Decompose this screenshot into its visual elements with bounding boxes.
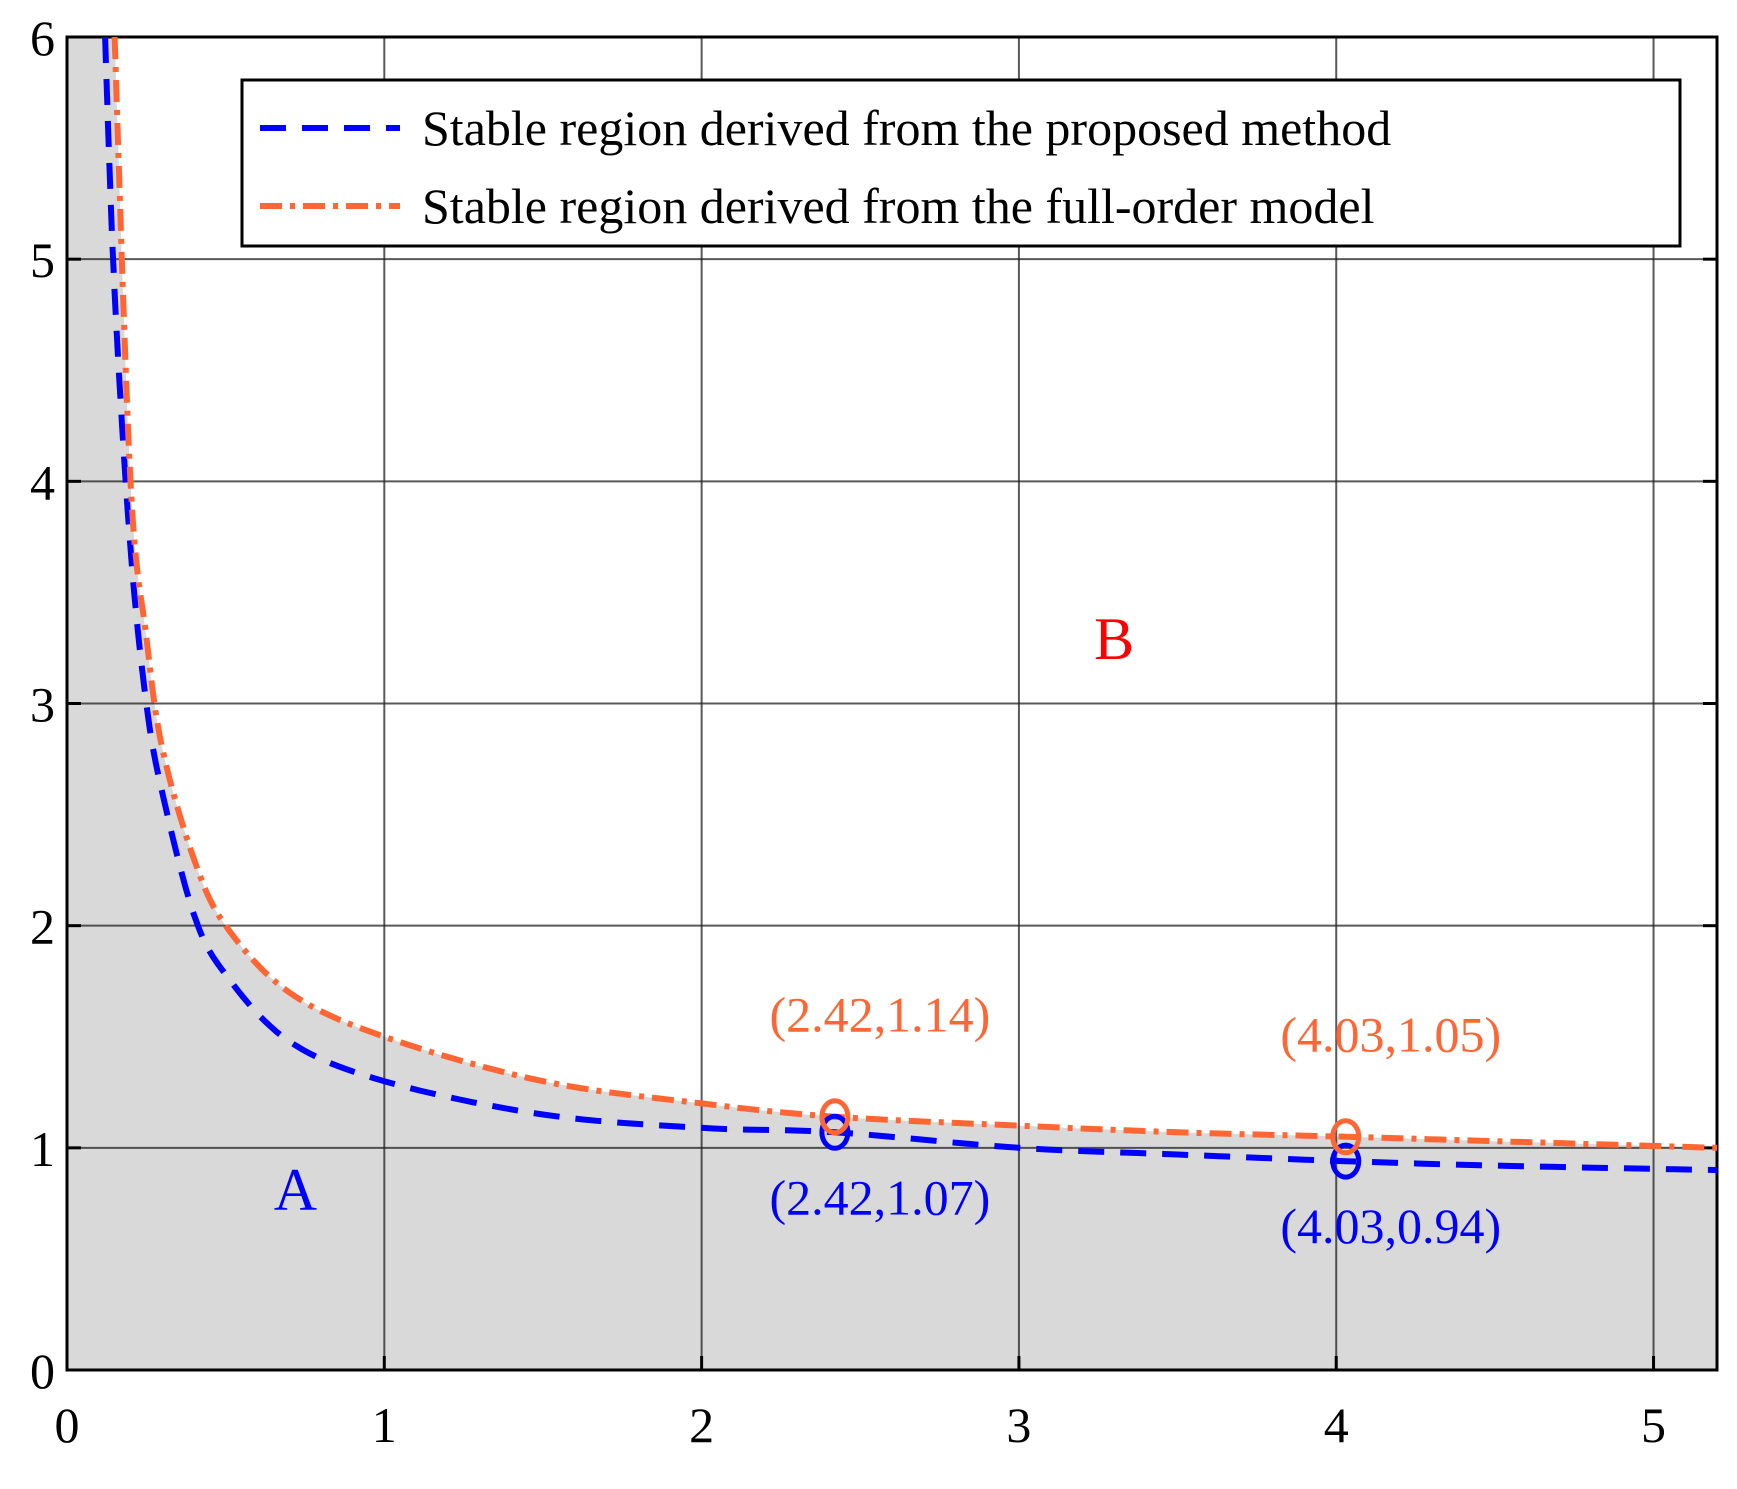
legend-entry-label: Stable region derived from the proposed …	[422, 100, 1391, 156]
data-point-label: (2.42,1.14)	[769, 987, 990, 1043]
y-tick-label: 6	[30, 10, 55, 66]
x-tick-label: 0	[55, 1397, 80, 1453]
y-tick-label: 3	[30, 677, 55, 733]
data-point-label: (4.03,1.05)	[1280, 1007, 1501, 1063]
data-point-marker	[819, 1098, 851, 1136]
x-tick-label: 5	[1641, 1397, 1666, 1453]
legend-entry-label: Stable region derived from the full-orde…	[422, 178, 1374, 234]
x-tick-label: 1	[372, 1397, 397, 1453]
series-line-full-order-model	[111, 36, 1718, 1151]
y-tick-label: 2	[30, 899, 55, 955]
y-tick-label: 0	[30, 1343, 55, 1399]
x-tick-label: 3	[1006, 1397, 1031, 1453]
data-point-marker	[819, 1113, 851, 1151]
data-point-marker	[1330, 1118, 1362, 1156]
y-tick-label: 1	[30, 1121, 55, 1177]
y-tick-label: 5	[30, 232, 55, 288]
plot-area: 0 1 2 3 4 5 0 1 2 3 4 5 6 (2.42,1.07) (4.03,0.94) (2.42…	[30, 10, 1719, 1453]
stable-region-fill	[67, 37, 1717, 1370]
legend-box	[240, 78, 1682, 248]
region-label: A	[274, 1157, 317, 1223]
data-point-marker	[1330, 1142, 1362, 1180]
series-line-proposed-method	[102, 36, 1718, 1173]
data-point-label: (4.03,0.94)	[1280, 1198, 1501, 1254]
x-tick-label: 4	[1324, 1397, 1349, 1453]
y-tick-label: 4	[30, 454, 55, 510]
x-tick-label: 2	[689, 1397, 714, 1453]
region-label: B	[1094, 606, 1134, 672]
data-point-label: (2.42,1.07)	[769, 1169, 990, 1225]
